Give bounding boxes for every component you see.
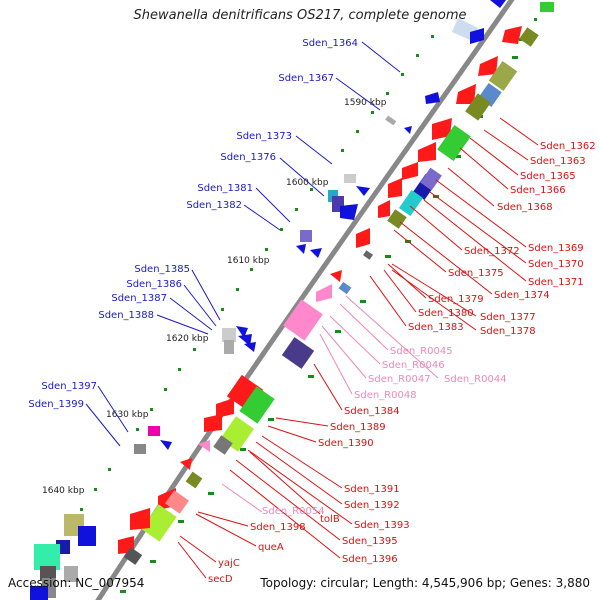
gene-label: Sden_1365 xyxy=(520,171,576,182)
gene-label: Sden_1377 xyxy=(480,312,536,323)
reverse-genes xyxy=(118,2,554,565)
gene-label: Sden_1370 xyxy=(528,259,584,270)
gene-label: Sden_1362 xyxy=(540,141,596,152)
gene-label: Sden_R0046 xyxy=(382,360,445,371)
gene-label: secD xyxy=(208,574,233,585)
genome-title: Shewanella denitrificans OS217, complete… xyxy=(133,8,467,23)
gene-label: Sden_R0048 xyxy=(354,390,417,401)
gene-label: Sden_1386 xyxy=(126,279,182,290)
gene-label: Sden_1385 xyxy=(134,264,190,275)
gene-label: Sden_1397 xyxy=(41,381,97,392)
gene-label: Sden_1376 xyxy=(220,152,276,163)
gene-label: Sden_1371 xyxy=(528,277,584,288)
gene-label: Sden_1380 xyxy=(418,308,474,319)
gene-label: Sden_1390 xyxy=(318,438,374,449)
gene-label: Sden_1398 xyxy=(250,522,306,533)
gene-label: Sden_1368 xyxy=(497,202,553,213)
gene-label: Sden_R0054 xyxy=(262,506,325,517)
gene-label: Sden_R0045 xyxy=(390,346,453,357)
rna-leaders xyxy=(221,295,439,513)
forward-genes xyxy=(30,0,506,600)
gene-label: Sden_1378 xyxy=(480,326,536,337)
gene-label: Sden_1364 xyxy=(302,38,358,49)
gene-label: Sden_1382 xyxy=(186,200,242,211)
gene-label: tolB xyxy=(320,514,340,525)
gene-label: Sden_1399 xyxy=(28,399,84,410)
gene-label: Sden_1387 xyxy=(111,293,167,304)
gene-label: Sden_R0044 xyxy=(444,374,507,385)
gene-label: Sden_1393 xyxy=(354,520,410,531)
gene-label: yajC xyxy=(218,558,240,569)
gene-label: Sden_R0047 xyxy=(368,374,431,385)
gene-label: Sden_1373 xyxy=(236,131,292,142)
gene-label: Sden_1366 xyxy=(510,185,566,196)
gene-label: Sden_1392 xyxy=(344,500,400,511)
gene-label: Sden_1395 xyxy=(342,536,398,547)
accession-label: Accession: NC_007954 xyxy=(8,576,145,590)
gene-label: Sden_1383 xyxy=(408,322,464,333)
forward-labels: Sden_1364 Sden_1367 Sden_1373 Sden_1376 … xyxy=(28,38,358,410)
gene-label: Sden_1381 xyxy=(197,183,253,194)
gene-label: Sden_1367 xyxy=(278,73,334,84)
kbp-label: 1610 kbp xyxy=(227,256,270,266)
kbp-label: 1640 kbp xyxy=(42,486,85,496)
gene-label: Sden_1369 xyxy=(528,243,584,254)
genome-stats-label: Topology: circular; Length: 4,545,906 bp… xyxy=(260,576,590,590)
gene-label: Sden_1389 xyxy=(330,422,386,433)
gene-label: Sden_1374 xyxy=(494,290,550,301)
kbp-label: 1600 kbp xyxy=(286,178,329,188)
kbp-scale: 1590 kbp 1600 kbp 1610 kbp 1620 kbp 1630… xyxy=(42,98,387,496)
gene-label: Sden_1375 xyxy=(448,268,504,279)
rna-labels: Sden_R0044 Sden_R0045 Sden_R0046 Sden_R0… xyxy=(262,346,507,517)
gene-label: Sden_1384 xyxy=(344,406,400,417)
gene-label: queA xyxy=(258,542,284,553)
reverse-labels: Sden_1362 Sden_1363 Sden_1365 Sden_1366 … xyxy=(208,141,596,585)
reverse-leaders xyxy=(177,117,539,579)
gene-label: Sden_1379 xyxy=(428,294,484,305)
kbp-label: 1620 kbp xyxy=(166,334,209,344)
gene-label: Sden_1396 xyxy=(342,554,398,565)
gene-label: Sden_1363 xyxy=(530,156,586,167)
kbp-label: 1590 kbp xyxy=(344,98,387,108)
gene-label: Sden_1388 xyxy=(98,310,154,321)
kbp-label: 1630 kbp xyxy=(106,410,149,420)
gene-label: Sden_1391 xyxy=(344,484,400,495)
gene-label: Sden_1372 xyxy=(464,246,520,257)
forward-leaders xyxy=(85,41,401,447)
